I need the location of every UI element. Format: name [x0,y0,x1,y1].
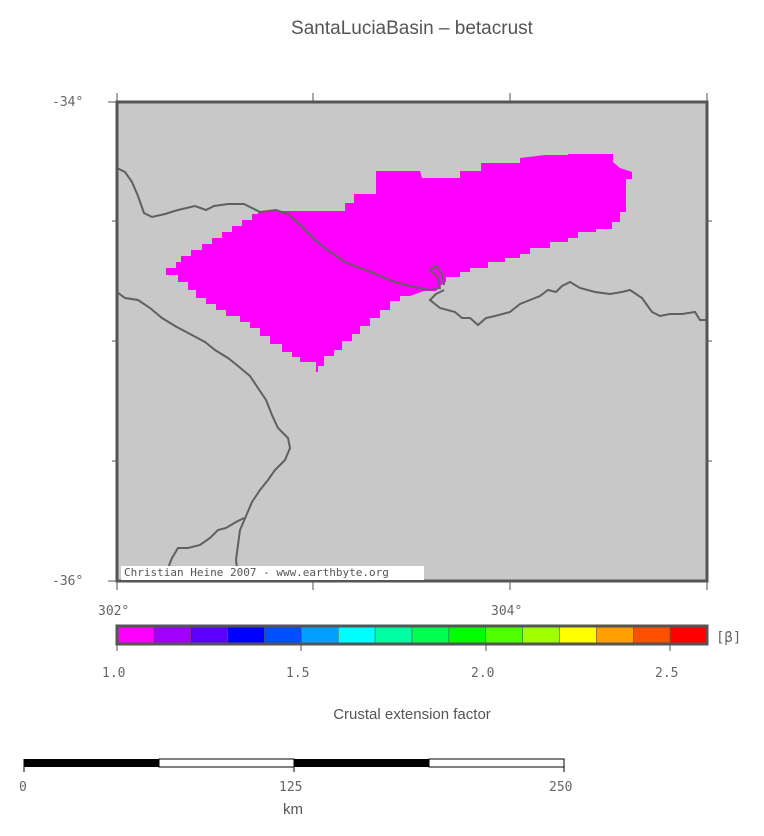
colorbar-cell [448,625,486,645]
credit-box [121,566,424,580]
colorbar-cell [227,625,265,645]
colorbar-cell [374,625,413,645]
lat-label-north: -34° [52,95,84,110]
colorbar-cell [116,625,155,645]
scale-unit: km [283,801,303,818]
colorbar-cell [301,625,339,645]
map-title: SantaLuciaBasin – betacrust [291,18,533,39]
lat-label-south: -36° [52,574,84,589]
scale-tick-125: 125 [279,780,303,795]
colorbar-cell [559,625,597,645]
basin-extent[interactable] [166,154,632,372]
colorbar-cell [522,625,560,645]
colorbar-cell [338,625,376,645]
lon-label-302: 302° [98,604,130,619]
scale-seg-2 [158,758,295,768]
scale-bar [23,758,565,772]
colorbar-unit: [β] [716,630,742,646]
colorbar-cell [596,625,634,645]
colorbar-cell [485,625,523,645]
scale-seg-4 [428,758,565,768]
coastline-west [116,291,292,582]
map-panel [108,93,712,590]
colorbar-cell [411,625,450,645]
colorbar-tick-2: 2.0 [471,666,495,681]
colorbar-cell [153,625,191,645]
scale-tick-0: 0 [19,780,27,795]
colorbar-tick-1-5: 1.5 [286,666,310,681]
coastlines [116,167,707,582]
scale-tick-250: 250 [549,780,573,795]
colorbar [115,624,709,651]
colorbar-tick-1: 1.0 [102,666,126,681]
colorbar-cell [264,625,302,645]
coastline-south [428,280,707,327]
scale-seg-1 [24,759,159,767]
map-ticks [108,93,712,590]
colorbar-cell [190,625,228,645]
credit-text: Christian Heine 2007 - www.earthbyte.org [124,566,389,579]
colorbar-frame [115,624,709,646]
coastline-north [116,167,445,292]
colorbar-tick-2-5: 2.5 [655,666,679,681]
lon-label-304: 304° [491,604,523,619]
scale-seg-3 [294,759,429,767]
colorbar-ticks [116,644,671,651]
colorbar-cell [633,625,671,645]
colorbar-cell [669,625,708,645]
colorbar-label: Crustal extension factor [333,706,491,723]
